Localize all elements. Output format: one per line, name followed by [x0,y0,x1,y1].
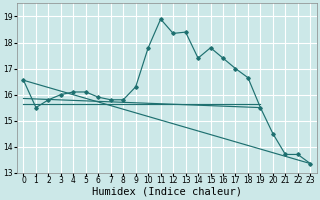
X-axis label: Humidex (Indice chaleur): Humidex (Indice chaleur) [92,187,242,197]
